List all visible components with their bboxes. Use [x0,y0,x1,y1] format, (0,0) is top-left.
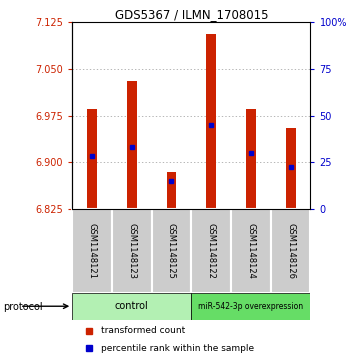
Text: GSM1148123: GSM1148123 [127,223,136,279]
Bar [246,109,256,209]
Bar [191,209,231,293]
Text: GSM1148126: GSM1148126 [286,223,295,279]
Bar [271,209,310,293]
Bar [231,209,271,293]
Text: percentile rank within the sample: percentile rank within the sample [101,344,254,353]
Text: GSM1148124: GSM1148124 [247,223,255,279]
Bar [127,81,137,209]
Bar [112,209,152,293]
Bar [206,34,216,209]
Bar [286,128,296,209]
Title: GDS5367 / ILMN_1708015: GDS5367 / ILMN_1708015 [114,8,268,21]
Text: protocol: protocol [4,302,43,312]
Bar [72,209,112,293]
Text: GSM1148125: GSM1148125 [167,223,176,279]
Text: GSM1148122: GSM1148122 [207,223,216,279]
Text: transformed count: transformed count [101,326,185,335]
Text: control: control [115,301,149,311]
Bar [152,209,191,293]
Text: miR-542-3p overexpression: miR-542-3p overexpression [198,302,304,311]
Bar [191,293,310,320]
Bar [166,172,177,209]
Bar [87,109,97,209]
Bar [72,293,191,320]
Text: GSM1148121: GSM1148121 [88,223,96,279]
